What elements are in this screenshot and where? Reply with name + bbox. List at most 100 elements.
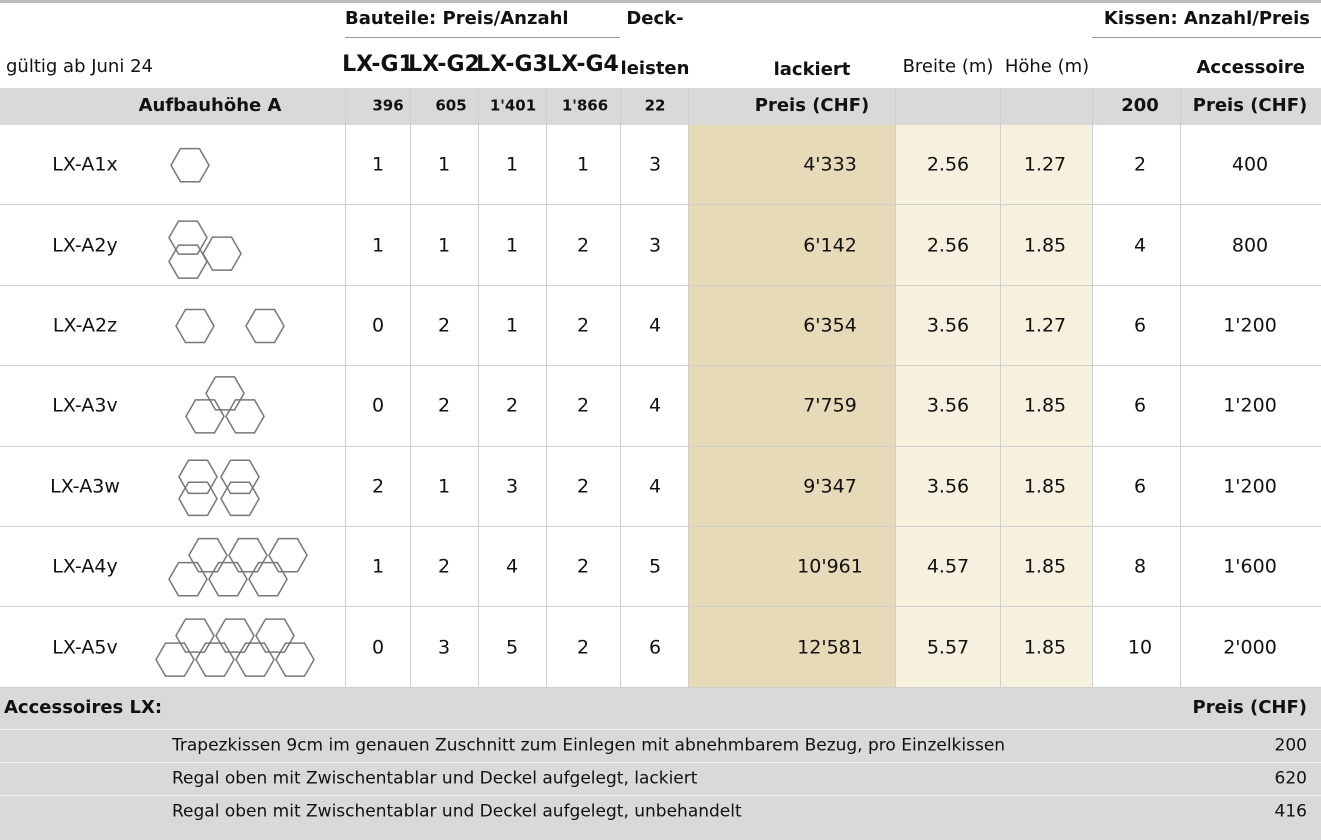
hexagon-sketch [175,308,215,344]
row-rule [0,606,1321,608]
cell: LX-A2y [52,234,118,257]
cell: 5.57 [926,636,970,659]
cell: 2 [437,555,451,578]
column-rule [478,88,479,688]
cell: 3 [505,475,519,498]
price-cell [688,527,895,608]
cell: 800 [1231,234,1269,257]
cell: 1'600 [1223,555,1277,578]
column-rule [688,88,689,688]
cell: 7'759 [803,394,857,417]
model-label: LX-G1 [342,52,414,77]
header-cell: Preis (CHF) [1192,95,1308,116]
cell: 1.85 [1023,636,1067,659]
header-cell: 396 [372,96,404,115]
footer-price: 416 [1274,801,1307,822]
cell: 3.56 [926,394,970,417]
cell: 1 [437,153,451,176]
size-cell [895,125,1092,206]
header-cell: Aufbauhöhe A [138,95,282,116]
cell: LX-A5v [52,636,118,659]
cell: 6'354 [803,314,857,337]
price-cell [688,285,895,367]
model-label: LX-G4 [547,52,619,77]
column-label: Höhe (m) [1004,56,1090,77]
rule [345,37,620,38]
footer-rule [0,762,1321,763]
cell: 6'142 [803,234,857,257]
cell: 6 [1133,394,1147,417]
footer-price: 200 [1274,735,1307,756]
cell: 1 [437,234,451,257]
cell: 1.85 [1023,394,1067,417]
column-label: Breite (m) [902,56,994,77]
footer-rule [0,795,1321,796]
hexagon-sketch [168,220,208,255]
cell: 4.57 [926,555,970,578]
rule [1092,37,1321,38]
header-cell: 1'401 [489,96,537,115]
hexagon-sketch [248,561,288,597]
cell: 400 [1231,153,1269,176]
cell: 2'000 [1223,636,1277,659]
row-rule [0,686,1321,688]
cell: 2.56 [926,153,970,176]
cell: 3 [648,153,662,176]
cell: 2 [576,636,590,659]
hexagon-sketch [178,459,218,495]
header-band [0,88,1321,125]
header-cell: 605 [435,96,467,115]
cell: 2.56 [926,234,970,257]
cell: 2 [437,394,451,417]
cell: 0 [371,394,385,417]
hexagon-sketch [205,376,245,411]
row-rule [0,445,1321,447]
hexagon-sketch [220,481,260,517]
hexagon-sketch [228,537,268,573]
price-cell [688,205,895,286]
cell: 3.56 [926,314,970,337]
cell: 1 [505,314,519,337]
hexagon-sketch [235,642,275,677]
column-rule [620,88,621,688]
hexagon-sketch [215,618,255,653]
size-cell [895,527,1092,608]
cell: 2 [371,475,385,498]
hexagon-sketch [225,399,265,434]
column-rule [895,88,896,688]
hexagon-sketch [178,481,218,517]
cell: 1.27 [1023,153,1067,176]
cell: 4 [648,394,662,417]
cell: 5 [648,555,662,578]
hexagon-sketch [170,147,210,183]
hexagon-sketch [255,618,295,653]
hexagon-sketch [195,642,235,677]
row-rule [0,365,1321,367]
column-rule [1000,88,1001,688]
cell: 6 [1133,475,1147,498]
size-cell [895,285,1092,367]
row-rule [0,284,1321,286]
size-cell [895,446,1092,527]
price-cell [688,446,895,527]
cell: LX-A1x [52,153,118,176]
column-label: Accessoire [1196,57,1305,78]
cell: 1'200 [1223,314,1277,337]
footer-item: Regal oben mit Zwischentablar und Deckel… [172,801,742,822]
cell: 2 [576,234,590,257]
price-cell [688,125,895,206]
hexagon-sketch [245,308,285,344]
model-label: LX-G3 [476,52,548,77]
header-cell: Preis (CHF) [754,95,870,116]
cell: 10 [1127,636,1153,659]
footer-band [0,688,1321,840]
footer-rule [0,729,1321,730]
footer-price-header: Preis (CHF) [1192,697,1307,718]
price-cell [688,607,895,688]
hexagon-sketch [208,561,248,597]
cell: 5 [505,636,519,659]
hexagon-sketch [188,537,228,573]
column-rule [546,88,547,688]
cell: 1 [437,475,451,498]
